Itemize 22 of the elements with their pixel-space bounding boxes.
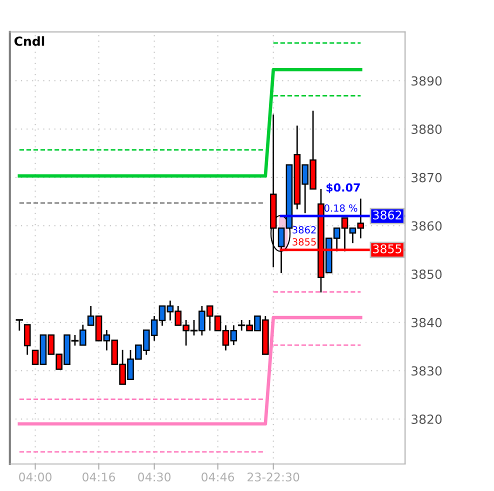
x-tick-label: 04:46 — [202, 472, 234, 482]
ref-line-label: 3855 — [373, 244, 402, 254]
y-tick-label: 3850 — [412, 270, 442, 279]
annotation: $0.07 — [326, 183, 360, 194]
y-tick-label: 3840 — [412, 318, 442, 328]
annotation: 3855 — [292, 238, 316, 246]
x-tick-label: 04:16 — [82, 472, 116, 482]
y-tick-label: 3820 — [412, 414, 442, 424]
annotation: 3862 — [292, 226, 316, 234]
ref-line-label: 3862 — [373, 210, 402, 220]
candlestick — [16, 319, 24, 332]
candlestick — [24, 324, 31, 356]
annotation: 0.18 % — [324, 204, 358, 212]
x-tick-label: 04:00 — [19, 472, 52, 482]
y-tick-label: 3880 — [412, 124, 442, 134]
y-tick-label: 3830 — [412, 366, 442, 376]
y-tick-label: 3860 — [412, 221, 442, 231]
y-tick-label: 3890 — [412, 76, 442, 86]
x-tick-label: 23-22:30 — [248, 472, 300, 482]
y-tick-label: 3870 — [412, 172, 442, 182]
annotation: Cndl — [14, 36, 44, 46]
x-tick-label: 04:30 — [138, 472, 171, 482]
